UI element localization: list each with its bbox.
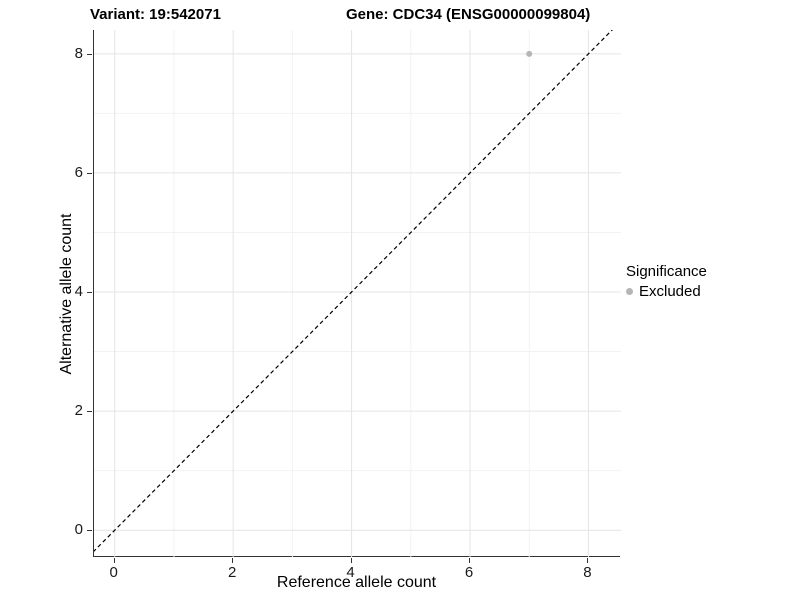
y-tick-label: 8 [74,44,83,62]
legend-entry-label: Excluded [639,283,701,300]
x-tick-mark [587,558,589,563]
y-tick-label: 0 [74,521,83,539]
x-axis-label: Reference allele count [276,574,437,591]
x-tick-mark [350,558,352,563]
y-tick-mark [87,411,92,413]
x-tick-mark [469,558,470,563]
x-tick-label: 8 [583,564,592,581]
legend-entry: Excluded [626,283,707,300]
x-tick-label: 4 [346,564,355,581]
gene-title: Gene: CDC34 (ENSG00000099804) [346,6,591,23]
y-tick-mark [87,530,92,532]
scatter-plot [94,30,621,557]
y-axis-label: Alternative allele count [58,213,75,375]
legend-title: Significance [626,263,707,280]
legend-entries: Excluded [626,283,707,300]
variant-title: Variant: 19:542071 [90,6,221,23]
identity-line [94,30,613,552]
x-tick-label: 0 [109,564,118,581]
y-tick-label: 2 [74,402,83,420]
data-point [526,50,533,57]
y-tick-mark [87,172,92,174]
legend-point-icon [626,288,633,295]
x-tick-label: 2 [227,564,237,581]
plot-panel [93,30,621,557]
x-tick-label: 6 [464,564,474,581]
y-tick-label: 4 [74,283,83,300]
legend: Significance Excluded [626,263,707,300]
x-tick-mark [232,558,234,563]
y-tick-mark [87,53,92,55]
y-tick-label: 6 [74,163,83,181]
y-tick-mark [87,292,92,293]
x-tick-mark [113,558,115,563]
